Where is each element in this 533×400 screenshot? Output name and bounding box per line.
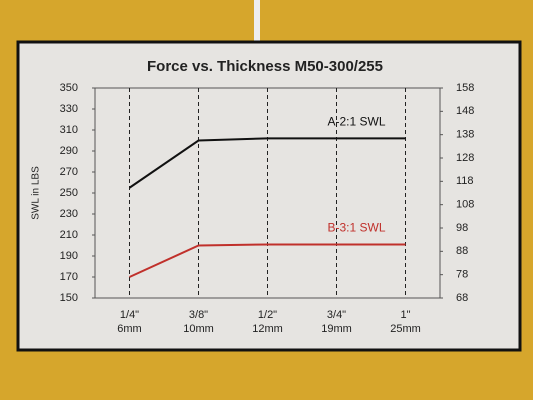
x-tick-label: 1" 25mm	[390, 309, 421, 335]
y-axis-label: SWL in LBS	[31, 166, 42, 220]
y-tick-label: 270	[60, 166, 78, 178]
y2-tick-label: 78	[456, 269, 468, 281]
y-tick-label: 290	[60, 145, 78, 157]
y2-tick-label: 108	[456, 199, 474, 211]
panel	[16, 40, 522, 352]
y-tick-label: 190	[60, 250, 78, 262]
stripe	[254, 0, 260, 42]
x-tick-label: 1/4" 6mm	[117, 309, 142, 335]
y2-tick-label: 138	[456, 129, 474, 141]
y-tick-label: 330	[60, 103, 78, 115]
y-tick-label: 250	[60, 187, 78, 199]
y-tick-label: 150	[60, 292, 78, 304]
series-label: B-3:1 SWL	[327, 221, 385, 235]
chart-title: Force vs. Thickness M50-300/255	[147, 58, 383, 75]
y-tick-label: 310	[60, 124, 78, 136]
series-line	[129, 243, 406, 278]
y-tick-label: 170	[60, 271, 78, 283]
x-tick-label: 1/2" 12mm	[252, 309, 283, 335]
y2-tick-label: 158	[456, 82, 474, 94]
x-tick-label: 3/4" 19mm	[321, 309, 352, 335]
y2-tick-label: 128	[456, 152, 474, 164]
y2-tick-label: 98	[456, 222, 468, 234]
series-line	[128, 137, 406, 189]
y-tick-label: 230	[60, 208, 78, 220]
y2-tick-label: 88	[456, 245, 468, 257]
y2-tick-label: 68	[456, 292, 468, 304]
series-label: A-2:1 SWL	[327, 115, 385, 129]
y2-tick-label: 118	[456, 175, 474, 187]
x-tick-label: 3/8" 10mm	[183, 309, 214, 335]
y-tick-label: 350	[60, 82, 78, 94]
y2-tick-label: 148	[456, 105, 474, 117]
y-tick-label: 210	[60, 229, 78, 241]
